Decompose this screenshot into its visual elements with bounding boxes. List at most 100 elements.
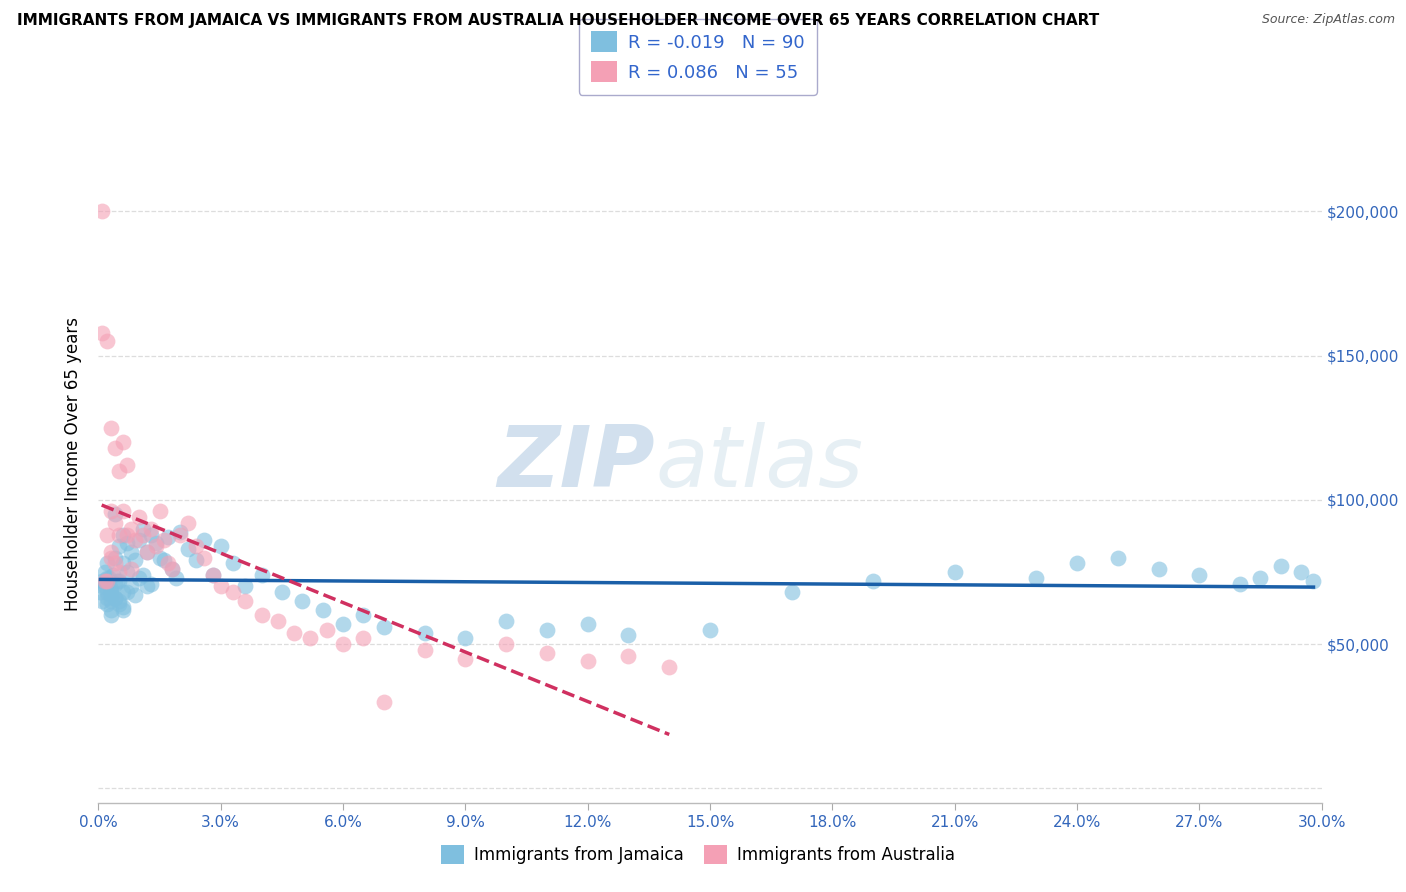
Point [111, 435, 134, 450]
Point [96, 591, 118, 605]
Point [124, 553, 146, 567]
Point [267, 614, 290, 628]
Point [283, 625, 305, 640]
Point [120, 562, 142, 576]
Point [201, 568, 224, 582]
Point [149, 504, 172, 518]
Point [193, 533, 215, 548]
Point [128, 533, 150, 548]
Point [141, 576, 163, 591]
Point [100, 582, 122, 597]
Point [149, 550, 172, 565]
Point [93, 574, 115, 588]
Point [291, 594, 314, 608]
Point [96, 334, 118, 349]
Point [108, 594, 131, 608]
Point [1188, 568, 1211, 582]
Point [105, 574, 128, 588]
Point [352, 632, 374, 646]
Point [617, 628, 640, 642]
Point [104, 508, 127, 522]
Point [100, 421, 122, 435]
Point [100, 594, 122, 608]
Point [1025, 571, 1047, 585]
Point [108, 565, 131, 579]
Point [454, 632, 477, 646]
Point [100, 602, 122, 616]
Point [124, 533, 146, 548]
Point [104, 550, 127, 565]
Point [413, 625, 436, 640]
Point [1147, 562, 1170, 576]
Point [120, 522, 142, 536]
Point [495, 637, 517, 651]
Point [93, 565, 115, 579]
Point [1249, 571, 1271, 585]
Point [100, 585, 122, 599]
Point [111, 602, 134, 616]
Point [177, 516, 200, 530]
Point [115, 565, 138, 579]
Point [201, 568, 224, 582]
Point [141, 522, 163, 536]
Point [299, 632, 322, 646]
Point [96, 557, 118, 571]
Point [132, 568, 155, 582]
Point [222, 557, 245, 571]
Point [233, 594, 256, 608]
Point [108, 574, 131, 588]
Point [115, 527, 138, 541]
Point [100, 550, 122, 565]
Point [169, 527, 191, 541]
Point [96, 597, 118, 611]
Point [104, 591, 127, 605]
Point [120, 545, 142, 559]
Point [862, 574, 884, 588]
Point [120, 579, 142, 593]
Point [104, 576, 127, 591]
Point [312, 602, 335, 616]
Point [1270, 559, 1292, 574]
Legend: Immigrants from Jamaica, Immigrants from Australia: Immigrants from Jamaica, Immigrants from… [432, 837, 963, 872]
Point [104, 557, 127, 571]
Point [115, 536, 138, 550]
Point [209, 579, 232, 593]
Point [1302, 574, 1324, 588]
Point [1291, 565, 1313, 579]
Point [536, 623, 558, 637]
Point [111, 527, 134, 541]
Point [209, 539, 232, 553]
Point [96, 574, 118, 588]
Point [233, 579, 256, 593]
Point [152, 553, 174, 567]
Point [250, 608, 273, 623]
Point [115, 585, 138, 599]
Point [89, 585, 111, 599]
Point [115, 458, 138, 473]
Point [111, 557, 134, 571]
Point [124, 588, 146, 602]
Point [270, 585, 294, 599]
Point [100, 504, 122, 518]
Point [108, 527, 131, 541]
Point [780, 585, 803, 599]
Point [101, 568, 124, 582]
Point [373, 620, 395, 634]
Point [536, 646, 558, 660]
Point [136, 545, 159, 559]
Point [136, 545, 159, 559]
Point [132, 522, 155, 536]
Point [1066, 557, 1088, 571]
Text: ZIP: ZIP [498, 422, 655, 506]
Point [332, 616, 354, 631]
Point [658, 660, 681, 674]
Point [413, 643, 436, 657]
Point [104, 441, 127, 455]
Point [943, 565, 966, 579]
Point [373, 695, 395, 709]
Point [165, 571, 187, 585]
Point [97, 571, 120, 585]
Point [108, 539, 131, 553]
Point [152, 533, 174, 548]
Point [186, 539, 208, 553]
